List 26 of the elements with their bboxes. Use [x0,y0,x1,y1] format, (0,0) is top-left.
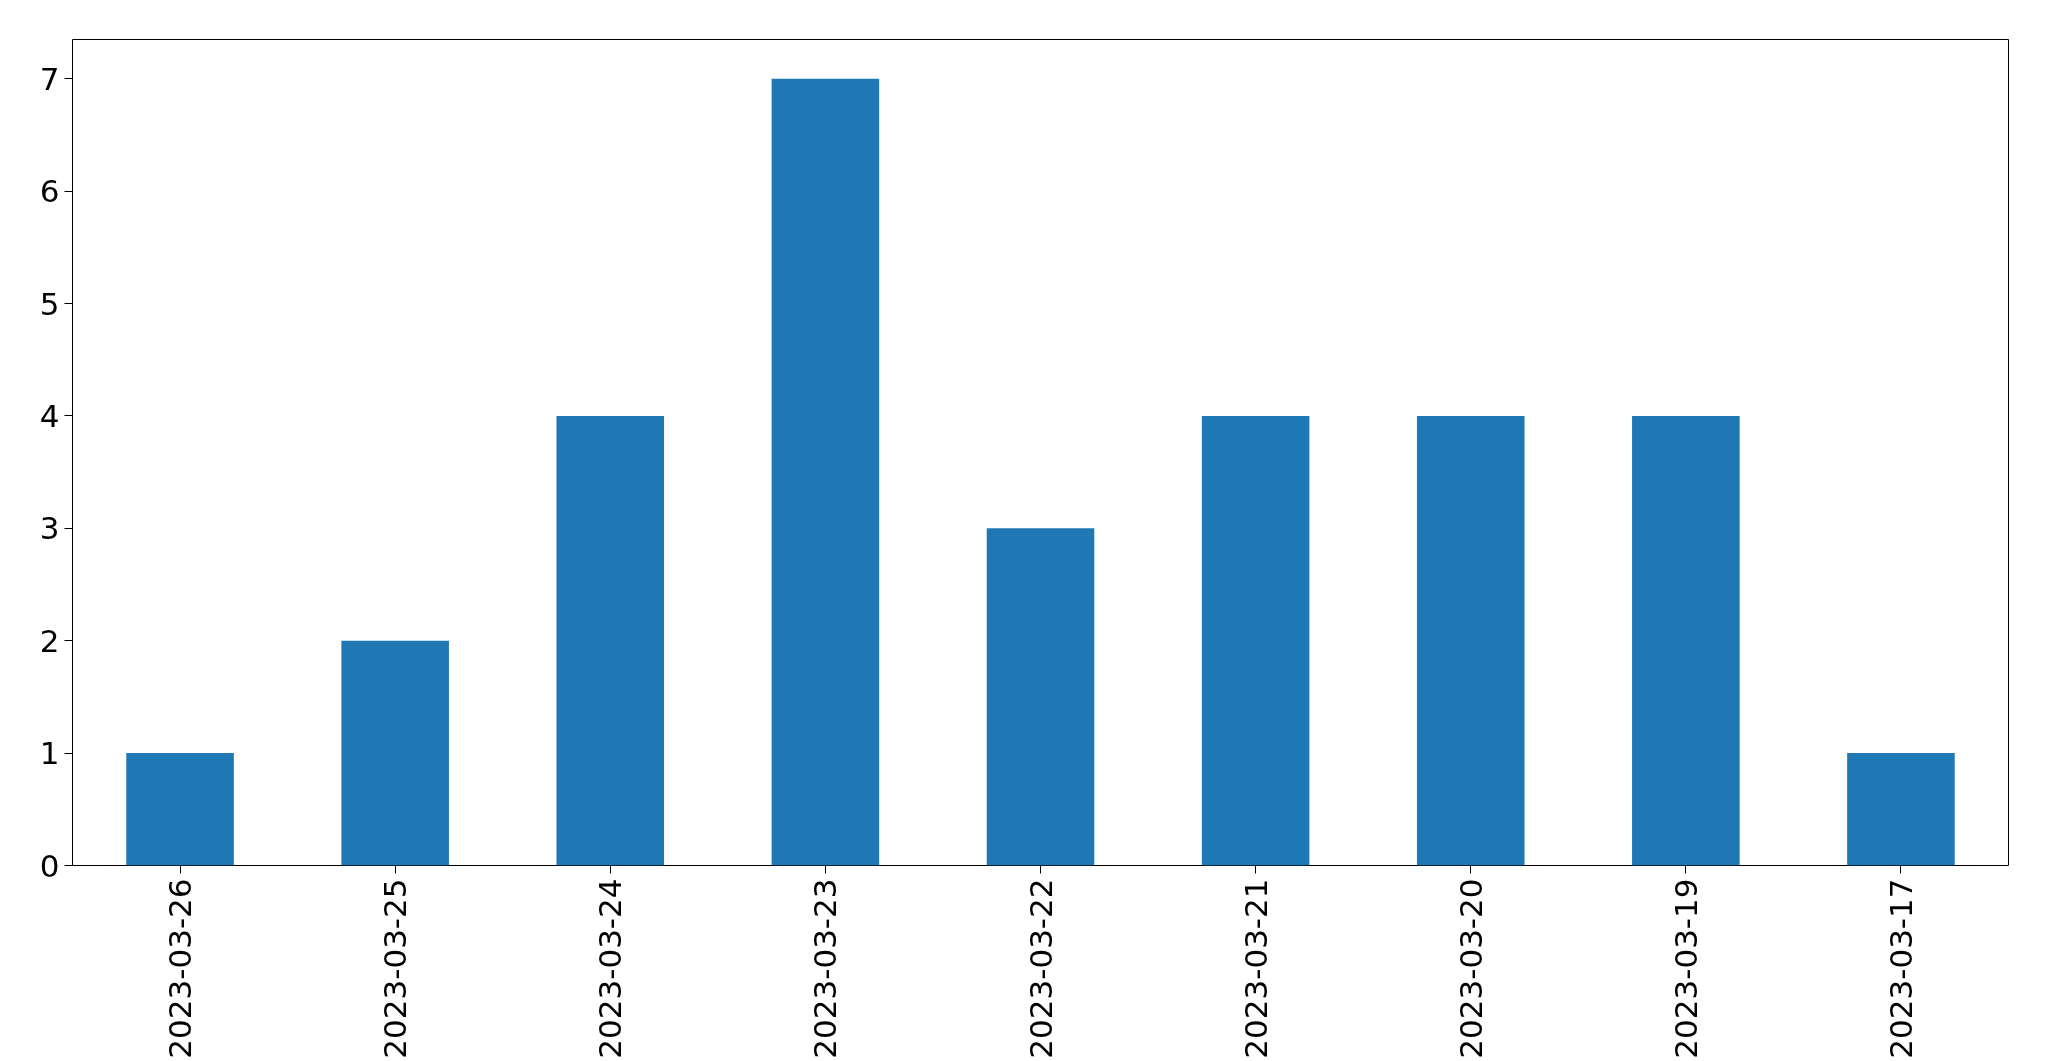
y-tick-label: 3 [39,510,60,547]
y-tick-label: 7 [39,60,60,97]
y-tick-label: 2 [39,622,60,659]
y-tick-label: 4 [39,397,60,434]
bar [1201,415,1310,866]
bar [341,640,449,866]
x-tick-label: 2023-03-24 [592,878,629,1059]
x-tick-label: 2023-03-17 [1882,878,1919,1059]
bar [1632,415,1740,866]
bar [126,753,234,866]
y-tick-label: 6 [39,173,60,210]
x-tick-label: 2023-03-23 [807,878,844,1059]
bar [986,528,1095,866]
bar [556,415,665,866]
x-tick-label: 2023-03-19 [1667,878,1704,1059]
bar [1847,753,1955,866]
x-tick-label: 2023-03-26 [162,878,199,1059]
bar [771,78,880,866]
y-tick-label: 5 [39,285,60,322]
y-tick-label: 1 [39,735,60,772]
y-tick-label: 0 [39,847,60,884]
x-tick-label: 2023-03-22 [1022,878,1059,1059]
bar [1416,415,1525,866]
x-tick-label: 2023-03-21 [1237,878,1274,1059]
x-tick-label: 2023-03-25 [377,878,414,1059]
x-tick-label: 2023-03-20 [1452,878,1489,1059]
